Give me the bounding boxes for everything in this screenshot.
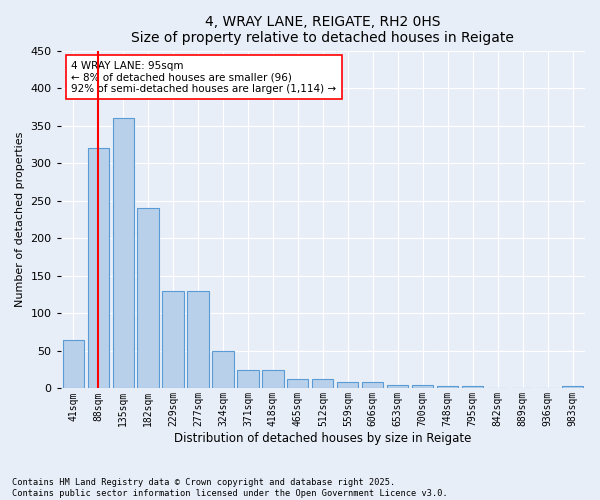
Bar (62, 340, 84, 388)
Bar (137, 208, 159, 388)
Bar (362, 382, 383, 388)
Bar (238, 370, 259, 388)
Bar (337, 382, 358, 388)
Bar (462, 386, 483, 388)
Bar (113, 118, 134, 388)
Bar (387, 384, 409, 388)
Title: 4, WRAY LANE, REIGATE, RH2 0HS
Size of property relative to detached houses in R: 4, WRAY LANE, REIGATE, RH2 0HS Size of p… (131, 15, 514, 45)
Bar (163, 291, 184, 388)
Bar (287, 378, 308, 388)
Text: Contains HM Land Registry data © Crown copyright and database right 2025.
Contai: Contains HM Land Registry data © Crown c… (12, 478, 448, 498)
X-axis label: Distribution of detached houses by size in Reigate: Distribution of detached houses by size … (174, 432, 472, 445)
Bar (212, 351, 233, 389)
Bar (262, 370, 284, 388)
Bar (412, 384, 433, 388)
Bar (312, 378, 334, 388)
Bar (562, 386, 583, 388)
Text: 4 WRAY LANE: 95sqm
← 8% of detached houses are smaller (96)
92% of semi-detached: 4 WRAY LANE: 95sqm ← 8% of detached hous… (71, 60, 337, 94)
Y-axis label: Number of detached properties: Number of detached properties (15, 132, 25, 307)
Bar (88, 148, 109, 388)
Bar (187, 291, 209, 388)
Bar (437, 386, 458, 388)
